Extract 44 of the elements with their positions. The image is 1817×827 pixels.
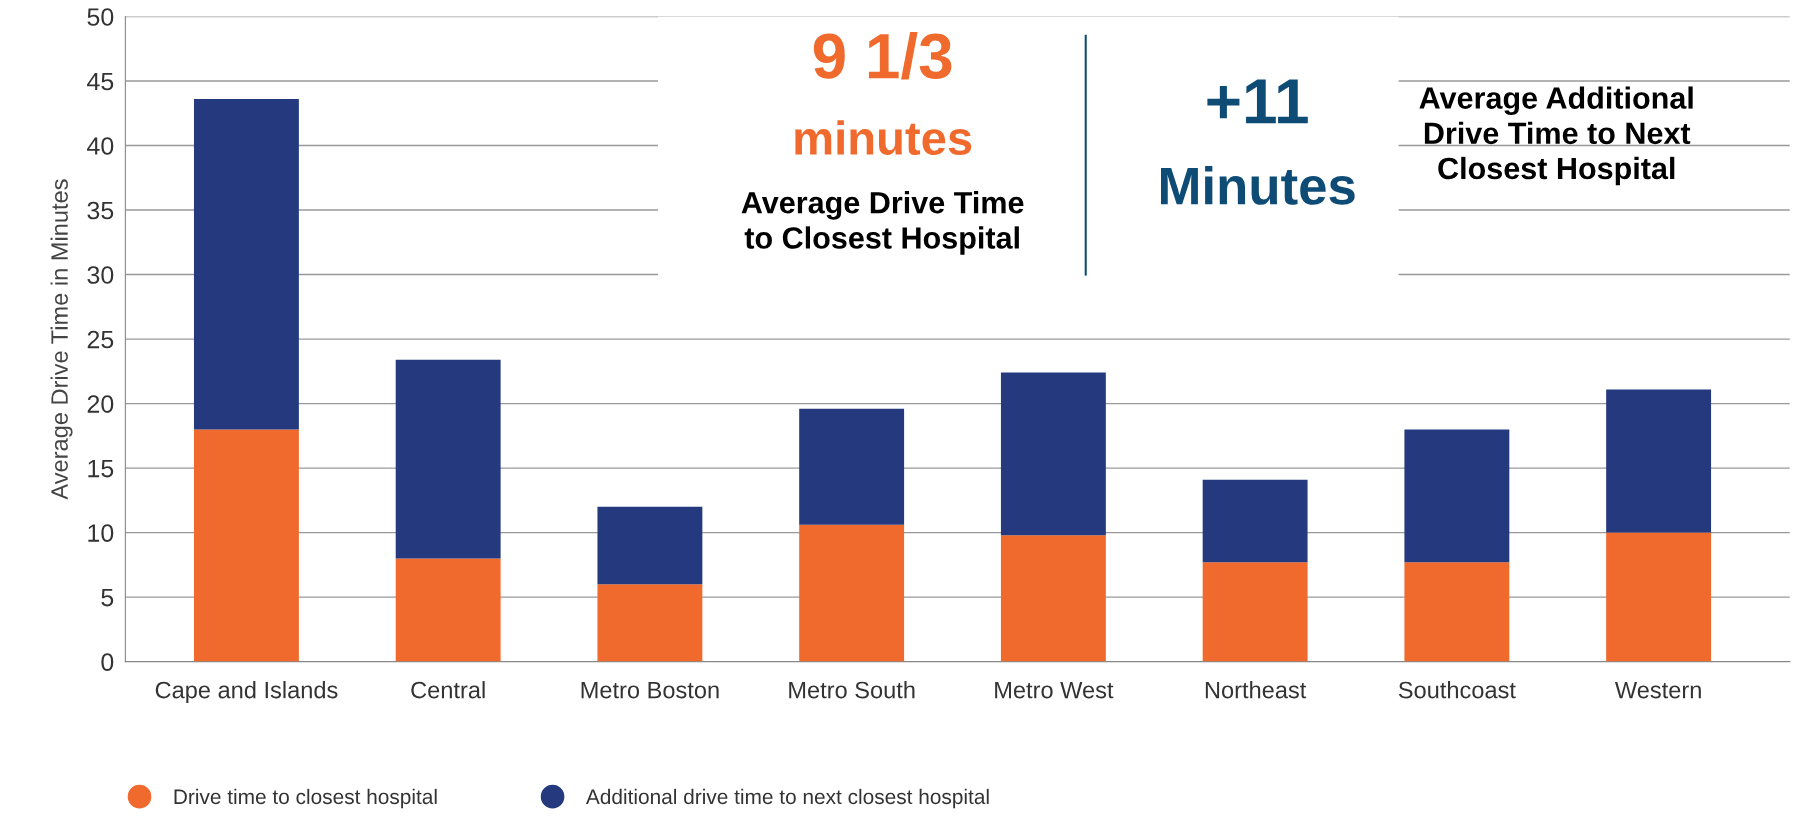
bar: [1202, 479, 1308, 563]
y-tick-label: 50: [87, 8, 114, 26]
bar: [1000, 535, 1106, 662]
bar: [395, 558, 501, 662]
annotation: minutes: [795, 120, 972, 155]
y-tick-label: 45: [87, 72, 114, 91]
y-tick-label: 15: [88, 459, 114, 478]
y-tick-label: 25: [87, 330, 114, 349]
y-tick-label: 10: [88, 524, 114, 542]
annotation: Minutes: [1160, 166, 1355, 205]
y-tick-label: 30: [87, 266, 114, 284]
annotation: Average Additional Drive Time to Next Closest Hospital: [1419, 86, 1693, 186]
legend-label: Additional drive time to next closest hospital: [585, 788, 989, 809]
bar: [1404, 429, 1510, 563]
bar: [395, 359, 501, 559]
x-tick-label: Southcoast: [1398, 681, 1516, 699]
bar: [1606, 532, 1712, 662]
bar: [597, 584, 703, 662]
x-tick-label: Northeast: [1205, 681, 1307, 699]
y-tick-label: 40: [87, 137, 114, 155]
bar: [1000, 372, 1106, 536]
bar: [193, 99, 299, 430]
bar: [597, 506, 703, 585]
y-tick-label: 0: [101, 653, 114, 671]
y-tick-label: 20: [87, 395, 114, 413]
annotation: Average Drive Time to Closest Hospital: [741, 191, 1024, 255]
y-axis-title: Average Drive Time in Minutes: [50, 179, 73, 500]
bar: [799, 524, 905, 662]
y-tick-label: 5: [101, 588, 114, 607]
bar: [1202, 562, 1308, 662]
y-tick-label: 35: [87, 201, 114, 220]
annotation: +11: [1207, 79, 1308, 124]
x-tick-label: Metro South: [789, 681, 915, 699]
bar: [193, 429, 299, 662]
bar: [1404, 562, 1510, 662]
annotation: 9 1/3: [813, 31, 952, 80]
legend-label: Drive time to closest hospital: [174, 788, 437, 809]
x-tick-label: Central: [411, 681, 485, 699]
x-tick-label: Western: [1614, 681, 1701, 699]
bar: [1606, 389, 1712, 533]
x-tick-label: Cape and Islands: [155, 681, 338, 704]
x-tick-label: Metro West: [995, 681, 1114, 699]
x-tick-label: Metro Boston: [581, 681, 719, 699]
bar: [799, 408, 905, 525]
